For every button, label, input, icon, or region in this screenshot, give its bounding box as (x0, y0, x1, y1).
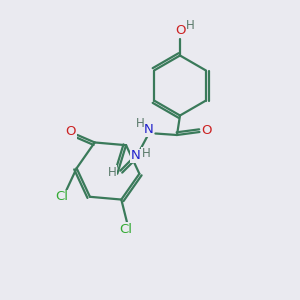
Text: H: H (142, 147, 151, 160)
Text: O: O (175, 24, 185, 37)
Text: O: O (202, 124, 212, 137)
Text: H: H (107, 166, 116, 179)
Text: Cl: Cl (55, 190, 68, 203)
Text: N: N (144, 123, 154, 136)
Text: H: H (136, 117, 145, 130)
Text: H: H (186, 19, 195, 32)
Text: Cl: Cl (119, 223, 132, 236)
Text: O: O (65, 125, 76, 138)
Text: N: N (130, 149, 140, 162)
